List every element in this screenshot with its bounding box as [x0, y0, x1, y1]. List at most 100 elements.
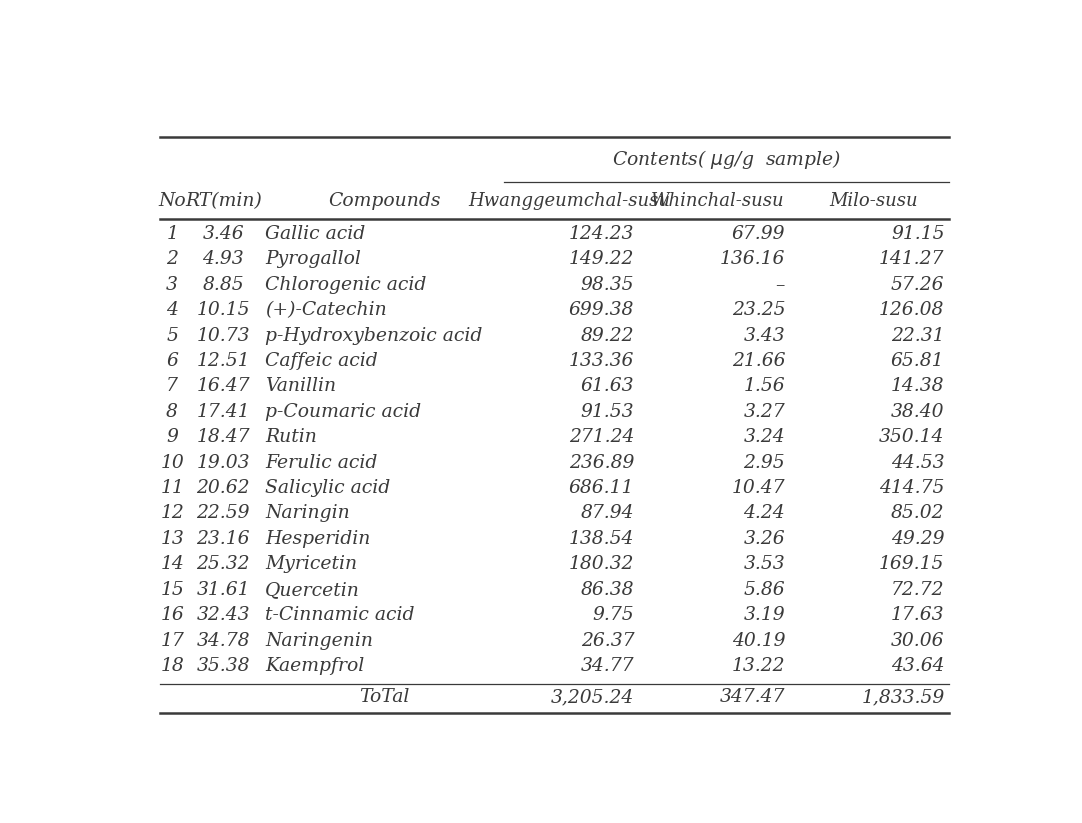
- Text: 347.47: 347.47: [720, 688, 786, 706]
- Text: 149.22: 149.22: [569, 250, 634, 268]
- Text: 61.63: 61.63: [581, 378, 634, 395]
- Text: 43.64: 43.64: [890, 657, 945, 675]
- Text: 20.62: 20.62: [197, 479, 250, 497]
- Text: 1.56: 1.56: [743, 378, 786, 395]
- Text: 14: 14: [160, 556, 184, 574]
- Text: 180.32: 180.32: [569, 556, 634, 574]
- Text: 4: 4: [167, 301, 179, 319]
- Text: 32.43: 32.43: [197, 606, 250, 624]
- Text: 8.85: 8.85: [202, 276, 245, 294]
- Text: t-Cinnamic acid: t-Cinnamic acid: [265, 606, 414, 624]
- Text: 72.72: 72.72: [890, 581, 945, 598]
- Text: 85.02: 85.02: [890, 504, 945, 523]
- Text: RT(min): RT(min): [185, 192, 262, 210]
- Text: 87.94: 87.94: [581, 504, 634, 523]
- Text: 136.16: 136.16: [720, 250, 786, 268]
- Text: 11: 11: [160, 479, 184, 497]
- Text: 9: 9: [167, 428, 179, 446]
- Text: Whinchal-susu: Whinchal-susu: [651, 192, 784, 210]
- Text: 3.53: 3.53: [743, 556, 786, 574]
- Text: 26.37: 26.37: [581, 631, 634, 649]
- Text: 1,833.59: 1,833.59: [861, 688, 945, 706]
- Text: 86.38: 86.38: [581, 581, 634, 598]
- Text: 10.73: 10.73: [197, 327, 250, 345]
- Text: 98.35: 98.35: [581, 276, 634, 294]
- Text: Milo-susu: Milo-susu: [829, 192, 918, 210]
- Text: (+)-Catechin: (+)-Catechin: [265, 301, 387, 319]
- Text: 3.43: 3.43: [743, 327, 786, 345]
- Text: 23.16: 23.16: [197, 530, 250, 548]
- Text: 5: 5: [167, 327, 179, 345]
- Text: Ferulic acid: Ferulic acid: [265, 453, 378, 472]
- Text: 5.86: 5.86: [743, 581, 786, 598]
- Text: 34.78: 34.78: [197, 631, 250, 649]
- Text: 13.22: 13.22: [731, 657, 786, 675]
- Text: 67.99: 67.99: [731, 225, 786, 243]
- Text: 22.59: 22.59: [197, 504, 250, 523]
- Text: ToTal: ToTal: [359, 688, 410, 706]
- Text: Kaempfrol: Kaempfrol: [265, 657, 365, 675]
- Text: 19.03: 19.03: [197, 453, 250, 472]
- Text: 271.24: 271.24: [569, 428, 634, 446]
- Text: 414.75: 414.75: [879, 479, 945, 497]
- Text: Naringin: Naringin: [265, 504, 349, 523]
- Text: 2: 2: [167, 250, 179, 268]
- Text: 18.47: 18.47: [197, 428, 250, 446]
- Text: 30.06: 30.06: [890, 631, 945, 649]
- Text: 23.25: 23.25: [731, 301, 786, 319]
- Text: 10.15: 10.15: [197, 301, 250, 319]
- Text: Chlorogenic acid: Chlorogenic acid: [265, 276, 426, 294]
- Text: Caffeic acid: Caffeic acid: [265, 352, 378, 370]
- Text: 44.53: 44.53: [890, 453, 945, 472]
- Text: 49.29: 49.29: [890, 530, 945, 548]
- Text: 124.23: 124.23: [569, 225, 634, 243]
- Text: No: No: [158, 192, 186, 210]
- Text: Contents( $\it{\mu}$g/g  sample): Contents( $\it{\mu}$g/g sample): [611, 148, 841, 171]
- Text: 699.38: 699.38: [569, 301, 634, 319]
- Text: Pyrogallol: Pyrogallol: [265, 250, 361, 268]
- Text: p-Hydroxybenzoic acid: p-Hydroxybenzoic acid: [265, 327, 483, 345]
- Text: 236.89: 236.89: [569, 453, 634, 472]
- Text: Gallic acid: Gallic acid: [265, 225, 366, 243]
- Text: 15: 15: [160, 581, 184, 598]
- Text: 12: 12: [160, 504, 184, 523]
- Text: 89.22: 89.22: [581, 327, 634, 345]
- Text: 16.47: 16.47: [197, 378, 250, 395]
- Text: 65.81: 65.81: [890, 352, 945, 370]
- Text: 17: 17: [160, 631, 184, 649]
- Text: 6: 6: [167, 352, 179, 370]
- Text: Salicylic acid: Salicylic acid: [265, 479, 391, 497]
- Text: 13: 13: [160, 530, 184, 548]
- Text: 126.08: 126.08: [879, 301, 945, 319]
- Text: 3: 3: [167, 276, 179, 294]
- Text: 3.19: 3.19: [743, 606, 786, 624]
- Text: 17.41: 17.41: [197, 402, 250, 421]
- Text: 7: 7: [167, 378, 179, 395]
- Text: 686.11: 686.11: [569, 479, 634, 497]
- Text: 138.54: 138.54: [569, 530, 634, 548]
- Text: 1: 1: [167, 225, 179, 243]
- Text: –: –: [776, 276, 786, 294]
- Text: Hesperidin: Hesperidin: [265, 530, 371, 548]
- Text: 3.26: 3.26: [743, 530, 786, 548]
- Text: 350.14: 350.14: [879, 428, 945, 446]
- Text: 91.53: 91.53: [581, 402, 634, 421]
- Text: 169.15: 169.15: [879, 556, 945, 574]
- Text: Myricetin: Myricetin: [265, 556, 357, 574]
- Text: p-Coumaric acid: p-Coumaric acid: [265, 402, 421, 421]
- Text: 38.40: 38.40: [890, 402, 945, 421]
- Text: 57.26: 57.26: [890, 276, 945, 294]
- Text: 9.75: 9.75: [593, 606, 634, 624]
- Text: 25.32: 25.32: [197, 556, 250, 574]
- Text: Rutin: Rutin: [265, 428, 317, 446]
- Text: 8: 8: [167, 402, 179, 421]
- Text: Compounds: Compounds: [329, 192, 441, 210]
- Text: 4.93: 4.93: [202, 250, 245, 268]
- Text: 34.77: 34.77: [581, 657, 634, 675]
- Text: Naringenin: Naringenin: [265, 631, 373, 649]
- Text: 12.51: 12.51: [197, 352, 250, 370]
- Text: 133.36: 133.36: [569, 352, 634, 370]
- Text: 3.24: 3.24: [743, 428, 786, 446]
- Text: 3.46: 3.46: [202, 225, 245, 243]
- Text: 2.95: 2.95: [743, 453, 786, 472]
